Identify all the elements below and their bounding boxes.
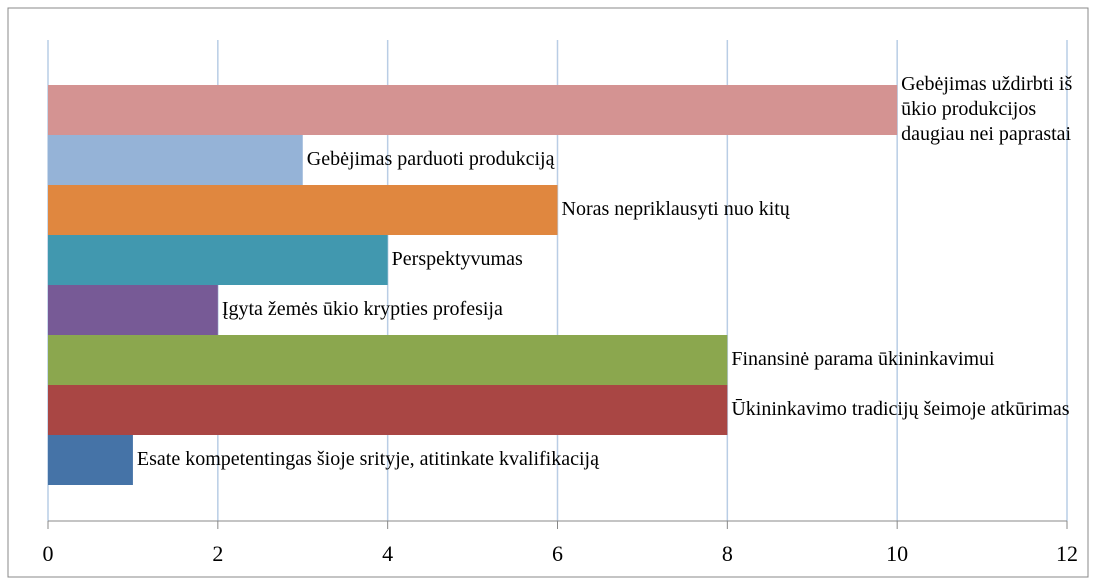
x-tick-label: 2 [212, 541, 223, 566]
bar [48, 135, 303, 185]
label-line: ūkio produkcijos [901, 98, 1041, 120]
bar-label: Gebėjimas uždirbti iš ūkio produkcijos d… [901, 73, 1077, 145]
label-line: daugiau nei paprastai [901, 123, 1071, 145]
bar [48, 285, 218, 335]
bar [48, 435, 133, 485]
bar [48, 85, 898, 135]
bar [48, 385, 728, 435]
x-tick-label: 0 [43, 541, 54, 566]
label-line: Esate kompetentingas šioje srityje, atit… [137, 448, 600, 470]
label-line: Įgyta žemės ūkio krypties profesija [222, 298, 503, 320]
label-line: Gebėjimas parduoti produkciją [307, 148, 556, 170]
x-tick-label: 6 [552, 541, 563, 566]
x-tick-label: 10 [886, 541, 908, 566]
bar-label: Ūkininkavimo tradicijų šeimoje atkūrimas [731, 398, 1069, 420]
label-line: Ūkininkavimo tradicijų šeimoje atkūrimas [731, 398, 1069, 420]
label-line: Perspektyvumas [392, 248, 523, 270]
label-line: Noras nepriklausyti nuo kitų [562, 198, 791, 220]
x-tick-label: 4 [382, 541, 393, 566]
bar-label: Noras nepriklausyti nuo kitų [562, 198, 791, 220]
bar [48, 185, 558, 235]
bar [48, 335, 728, 385]
label-line: Gebėjimas uždirbti iš [901, 73, 1077, 95]
bar [48, 235, 388, 285]
bar-label: Finansinė parama ūkininkavimui [731, 348, 995, 370]
bar-label: Įgyta žemės ūkio krypties profesija [222, 298, 503, 320]
bar-label: Gebėjimas parduoti produkciją [307, 148, 556, 170]
bar-label: Perspektyvumas [392, 248, 523, 270]
x-tick-label: 12 [1056, 541, 1078, 566]
bar-label: Esate kompetentingas šioje srityje, atit… [137, 448, 600, 470]
label-line: Finansinė parama ūkininkavimui [731, 348, 995, 370]
x-tick-label: 8 [722, 541, 733, 566]
